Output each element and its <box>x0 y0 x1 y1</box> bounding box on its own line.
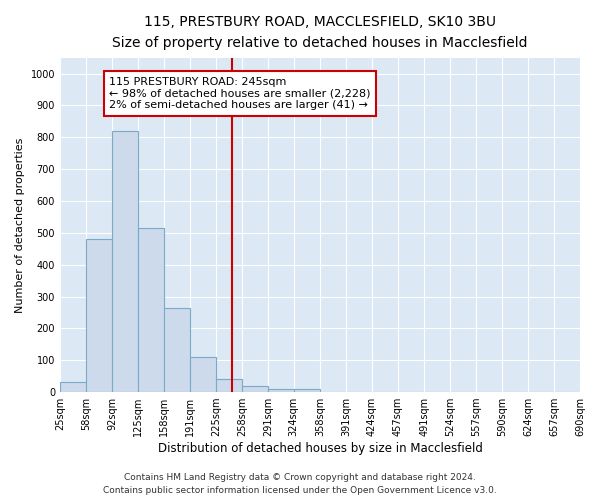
Bar <box>217 380 242 392</box>
Bar <box>164 308 190 392</box>
Text: Contains HM Land Registry data © Crown copyright and database right 2024.
Contai: Contains HM Land Registry data © Crown c… <box>103 474 497 495</box>
Bar <box>60 382 86 392</box>
Bar <box>112 131 138 392</box>
Bar <box>268 389 294 392</box>
Bar <box>242 386 268 392</box>
Bar <box>138 228 164 392</box>
Title: 115, PRESTBURY ROAD, MACCLESFIELD, SK10 3BU
Size of property relative to detache: 115, PRESTBURY ROAD, MACCLESFIELD, SK10 … <box>112 15 528 50</box>
X-axis label: Distribution of detached houses by size in Macclesfield: Distribution of detached houses by size … <box>158 442 482 455</box>
Bar <box>294 389 320 392</box>
Y-axis label: Number of detached properties: Number of detached properties <box>15 137 25 312</box>
Bar <box>86 239 112 392</box>
Bar <box>190 357 217 392</box>
Text: 115 PRESTBURY ROAD: 245sqm
← 98% of detached houses are smaller (2,228)
2% of se: 115 PRESTBURY ROAD: 245sqm ← 98% of deta… <box>109 77 371 110</box>
